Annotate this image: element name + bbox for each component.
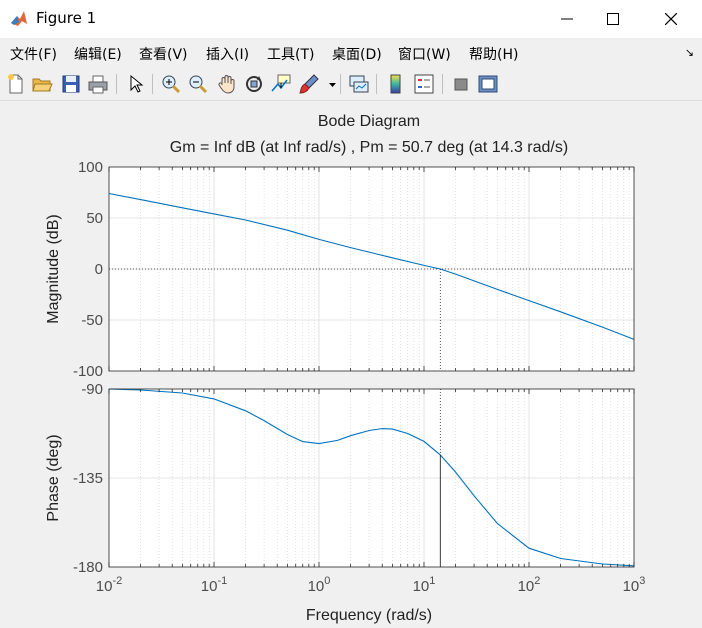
x-tick-label: 103 <box>623 575 646 595</box>
toolbar-separator <box>376 74 377 94</box>
show-plot-tools-icon[interactable] <box>477 73 499 95</box>
phase-y-tick-label: -135 <box>73 470 103 487</box>
save-icon[interactable] <box>60 73 82 95</box>
toolbar-separator <box>116 74 117 94</box>
magnitude-series-line <box>108 192 635 340</box>
menu-insert[interactable]: 插入(I) <box>206 47 250 63</box>
link-plot-icon[interactable] <box>348 73 370 95</box>
title-bar: Figure 1 <box>0 0 702 38</box>
magnitude-y-tick-label: -100 <box>73 363 103 380</box>
pan-hand-icon[interactable] <box>216 73 238 95</box>
toolbar-separator <box>340 74 341 94</box>
hide-plot-tools-icon[interactable] <box>450 73 472 95</box>
print-icon[interactable] <box>87 73 109 95</box>
x-tick-label: 100 <box>308 575 331 595</box>
data-cursor-icon[interactable] <box>270 73 292 95</box>
window-title: Figure 1 <box>36 9 97 27</box>
zoom-in-icon[interactable] <box>160 73 182 95</box>
minimize-icon <box>561 10 573 29</box>
menu-tools[interactable]: 工具(T) <box>267 47 315 63</box>
x-tick-label: 102 <box>518 575 541 595</box>
matlab-icon <box>10 10 28 28</box>
magnitude-y-tick-label: 100 <box>78 159 103 176</box>
dock-arrow-icon[interactable]: ↘ <box>684 46 694 59</box>
close-icon <box>664 10 678 29</box>
brush-dropdown-icon[interactable] <box>322 73 336 95</box>
magnitude-y-tick-label: 50 <box>86 210 103 227</box>
phase-axes-box <box>108 388 635 568</box>
maximize-icon <box>607 10 619 29</box>
legend-icon[interactable] <box>413 73 435 95</box>
edit-plot-arrow-icon[interactable] <box>124 73 146 95</box>
x-tick-label: 10-1 <box>201 575 227 595</box>
figure-area: Bode Diagram Gm = Inf dB (at Inf rad/s) … <box>2 101 700 626</box>
menu-help[interactable]: 帮助(H) <box>469 47 519 63</box>
maximize-button[interactable] <box>586 0 640 38</box>
menu-desktop[interactable]: 桌面(D) <box>332 47 382 63</box>
new-figure-icon[interactable] <box>5 73 27 95</box>
menu-file[interactable]: 文件(F) <box>10 47 57 63</box>
open-file-icon[interactable] <box>31 73 53 95</box>
chart-title: Bode Diagram <box>318 113 420 130</box>
toolbar-separator <box>442 74 443 94</box>
y-axis-label-magnitude: Magnitude (dB) <box>45 214 62 323</box>
x-axis-label: Frequency (rad/s) <box>306 607 432 624</box>
bode-chart: Bode Diagram Gm = Inf dB (at Inf rad/s) … <box>45 113 646 624</box>
close-button[interactable] <box>644 0 698 38</box>
x-tick-label: 10-2 <box>96 575 122 595</box>
menu-view[interactable]: 查看(V) <box>139 47 188 63</box>
x-tick-label: 101 <box>413 575 436 595</box>
minimize-button[interactable] <box>540 0 594 38</box>
zoom-out-icon[interactable] <box>187 73 209 95</box>
phase-y-tick-label: -90 <box>81 381 103 398</box>
menu-window[interactable]: 窗口(W) <box>398 47 451 63</box>
menu-edit[interactable]: 编辑(E) <box>74 47 122 63</box>
rotate-3d-icon[interactable] <box>243 73 265 95</box>
chart-subtitle: Gm = Inf dB (at Inf rad/s) , Pm = 50.7 d… <box>170 139 568 156</box>
menu-bar: 文件(F) 编辑(E) 查看(V) 插入(I) 工具(T) 桌面(D) 窗口(W… <box>0 38 702 66</box>
y-axis-label-phase: Phase (deg) <box>45 434 62 521</box>
brush-icon[interactable] <box>298 73 320 95</box>
toolbar-separator <box>152 74 153 94</box>
toolbar <box>0 66 702 101</box>
phase-y-tick-label: -180 <box>73 559 103 576</box>
magnitude-y-tick-label: -50 <box>81 312 103 329</box>
colorbar-icon[interactable] <box>385 73 407 95</box>
phase-series-line <box>108 388 635 567</box>
magnitude-axes-box <box>108 166 635 372</box>
magnitude-y-tick-label: 0 <box>95 261 103 278</box>
